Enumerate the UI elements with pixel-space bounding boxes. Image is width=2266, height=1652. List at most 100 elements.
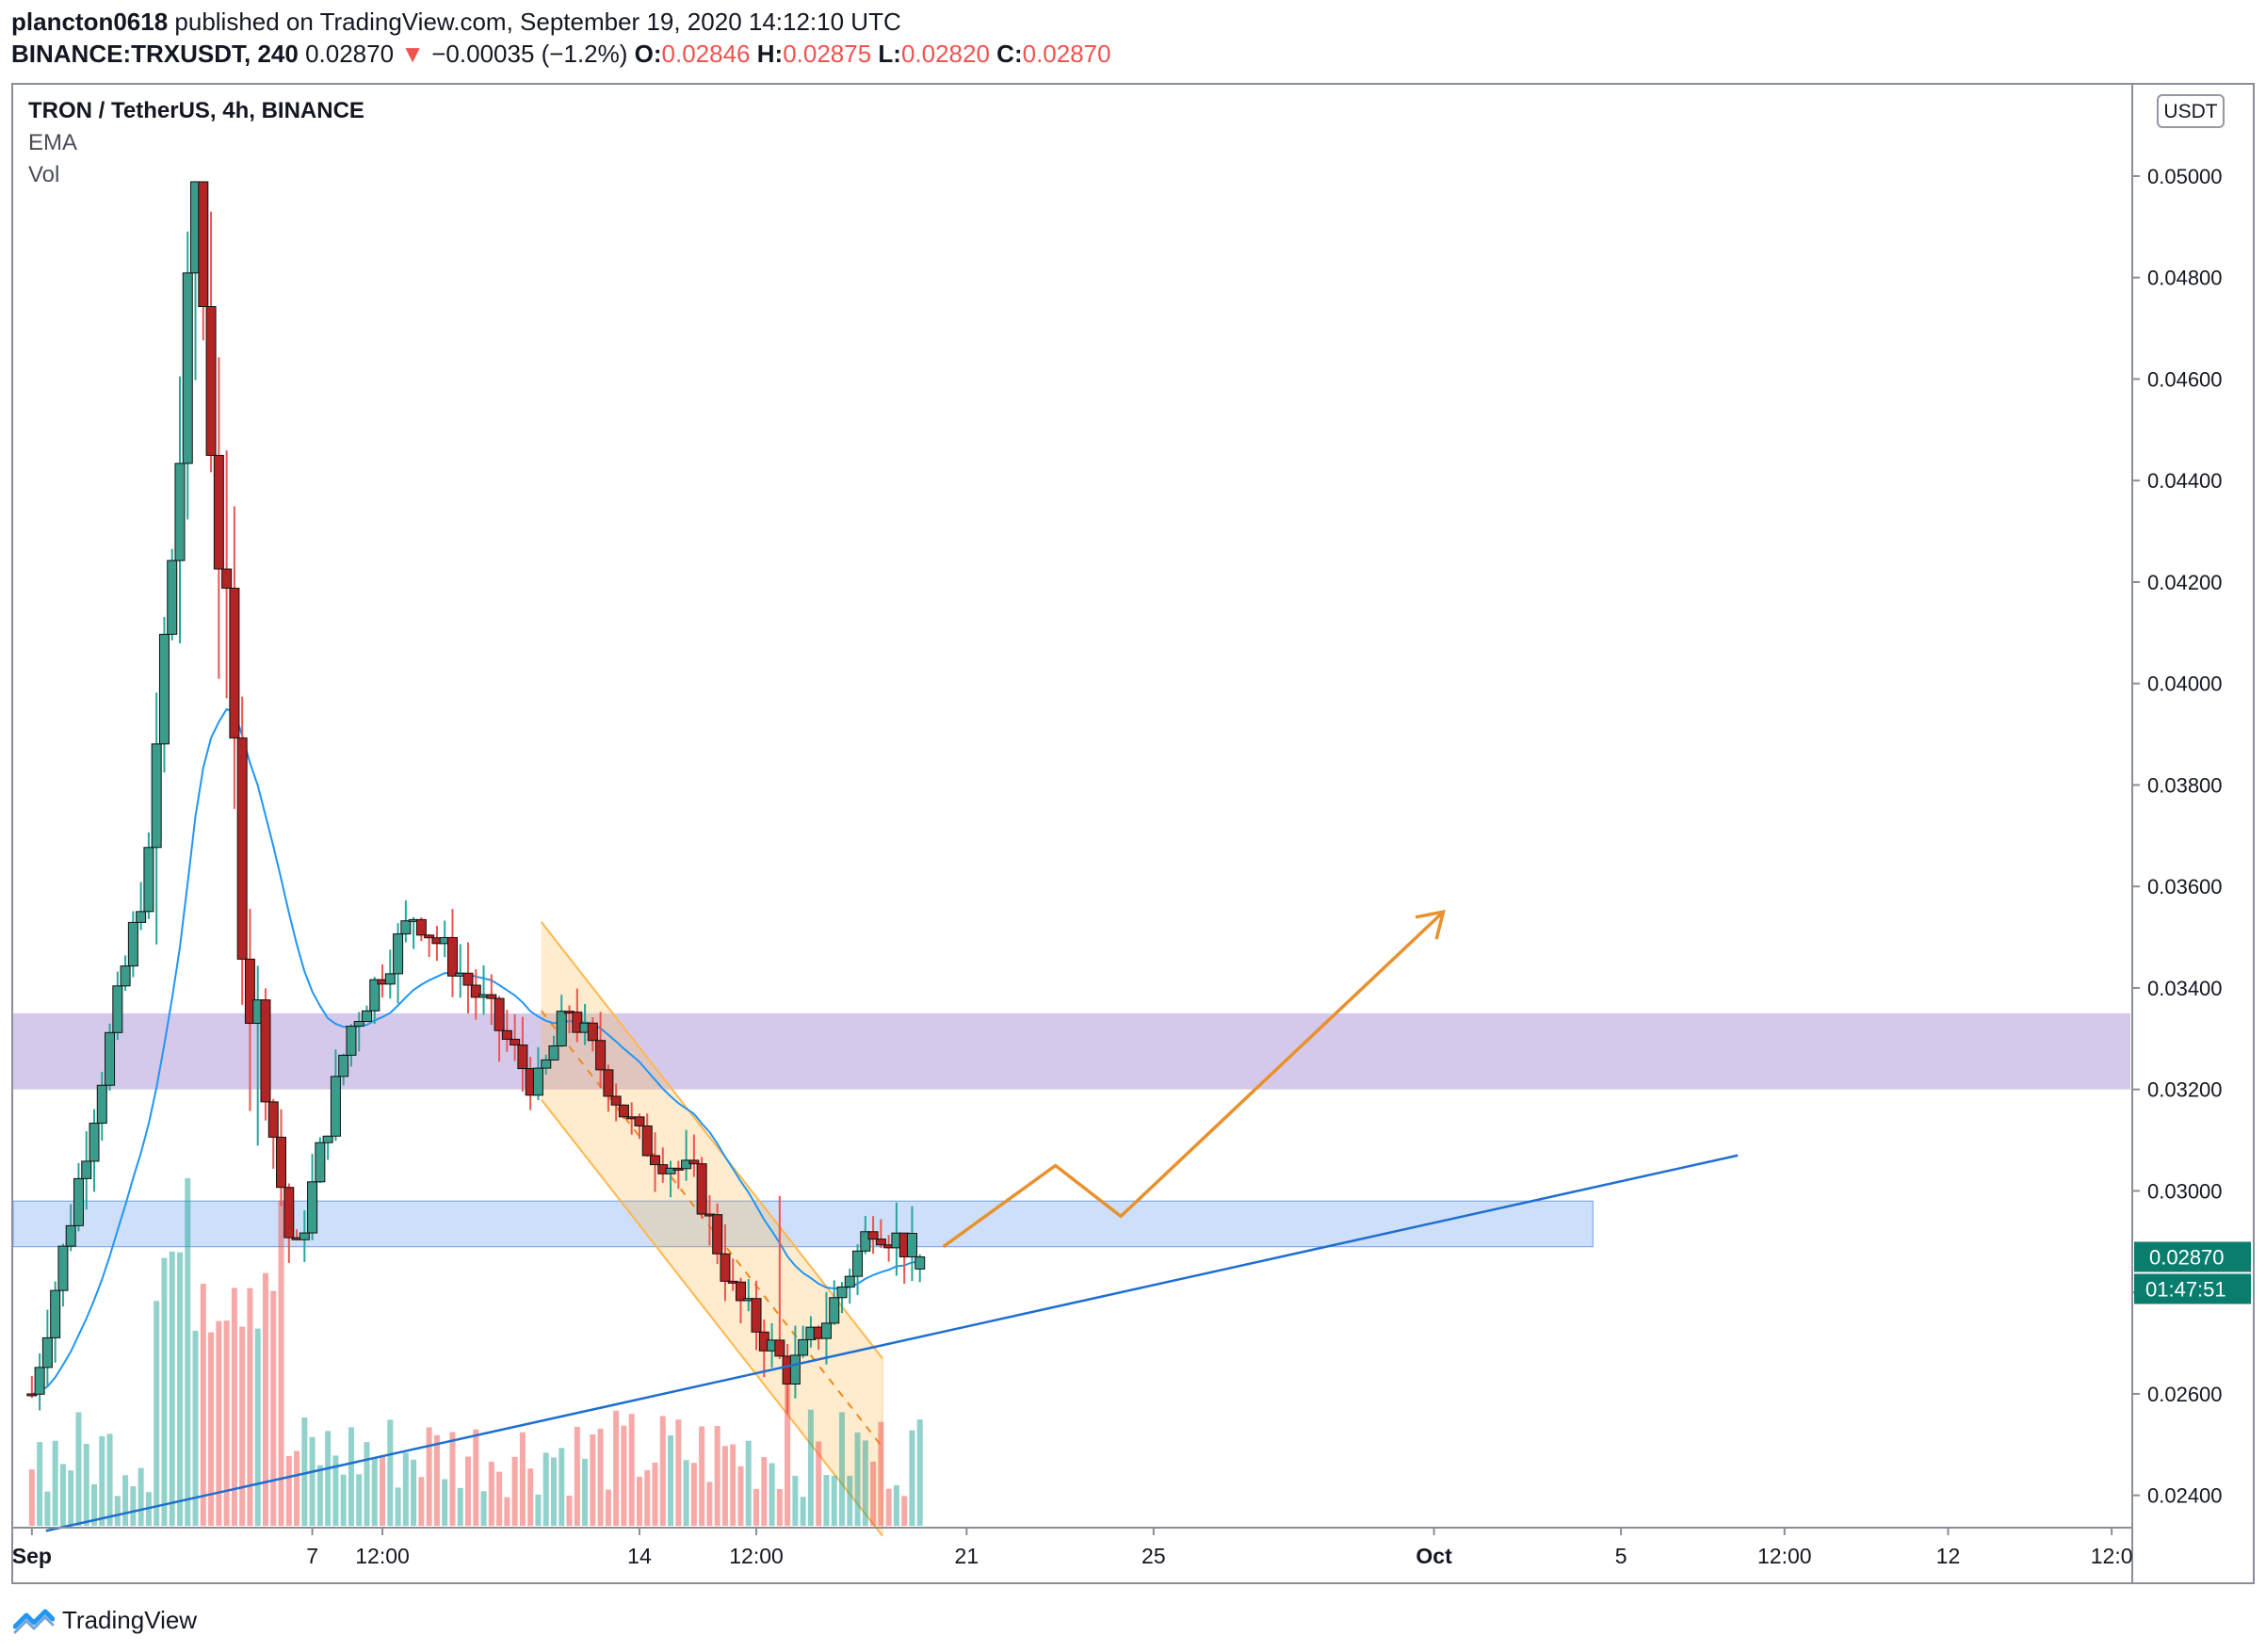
candle-body[interactable]: [532, 1067, 543, 1096]
candle-body[interactable]: [415, 918, 427, 936]
candle-body[interactable]: [672, 1167, 684, 1171]
candle-body[interactable]: [852, 1250, 864, 1277]
candle-body[interactable]: [789, 1354, 801, 1385]
candle-body[interactable]: [906, 1233, 917, 1257]
channel-upper-line[interactable]: [540, 921, 883, 1359]
candle-body[interactable]: [400, 920, 412, 935]
candle-body[interactable]: [236, 737, 248, 960]
candle-body[interactable]: [96, 1084, 107, 1125]
candle-body[interactable]: [229, 588, 240, 739]
candle-body[interactable]: [65, 1224, 76, 1247]
candle-body[interactable]: [751, 1298, 762, 1333]
candle-body[interactable]: [501, 1029, 512, 1040]
candle-body[interactable]: [424, 934, 435, 939]
candle-body[interactable]: [112, 985, 123, 1033]
candle-body[interactable]: [322, 1135, 333, 1143]
candle-body[interactable]: [641, 1125, 653, 1157]
candle-body[interactable]: [143, 847, 154, 913]
candle-body[interactable]: [774, 1339, 785, 1357]
candle-body[interactable]: [198, 181, 209, 307]
candle-body[interactable]: [205, 305, 217, 456]
candle-body[interactable]: [182, 272, 193, 464]
candle-body[interactable]: [73, 1177, 84, 1226]
candle-body[interactable]: [361, 1010, 372, 1023]
candle-body[interactable]: [820, 1322, 832, 1339]
candle-body[interactable]: [57, 1245, 69, 1291]
candle-body[interactable]: [595, 1040, 607, 1071]
candle-body[interactable]: [276, 1136, 287, 1189]
candle-body[interactable]: [875, 1239, 886, 1246]
candle-body[interactable]: [105, 1031, 116, 1086]
candle-body[interactable]: [798, 1338, 809, 1356]
price-chart[interactable]: 0.024000.026000.028000.030000.032000.034…: [13, 85, 2253, 1582]
candle-body[interactable]: [81, 1160, 92, 1179]
candle-body[interactable]: [384, 973, 396, 985]
candle-body[interactable]: [34, 1367, 45, 1395]
candle-body[interactable]: [510, 1038, 521, 1046]
candle-body[interactable]: [244, 958, 255, 1025]
candle-body[interactable]: [393, 933, 404, 975]
channel-lower-line[interactable]: [540, 1098, 883, 1537]
candle-body[interactable]: [462, 972, 474, 986]
candle-body[interactable]: [315, 1142, 326, 1183]
candle-body[interactable]: [346, 1026, 357, 1056]
candle-body[interactable]: [650, 1155, 661, 1166]
candle-body[interactable]: [914, 1255, 926, 1270]
candle-body[interactable]: [494, 997, 505, 1031]
candle-body[interactable]: [665, 1167, 676, 1174]
candle-body[interactable]: [486, 994, 497, 999]
candle-body[interactable]: [158, 633, 170, 745]
candle-body[interactable]: [89, 1123, 100, 1162]
candle-body[interactable]: [681, 1159, 692, 1170]
projection-path[interactable]: [942, 910, 1445, 1249]
candle-body[interactable]: [41, 1336, 53, 1369]
candle-body[interactable]: [127, 921, 138, 967]
candle-body[interactable]: [836, 1286, 848, 1299]
candle-body[interactable]: [610, 1095, 622, 1106]
candle-body[interactable]: [712, 1214, 723, 1255]
candle-body[interactable]: [572, 1012, 583, 1033]
candle-body[interactable]: [50, 1289, 61, 1338]
candle-body[interactable]: [548, 1045, 559, 1061]
candle-body[interactable]: [720, 1253, 731, 1282]
candle-body[interactable]: [221, 568, 233, 590]
candle-body[interactable]: [369, 979, 380, 1012]
candle-body[interactable]: [260, 999, 271, 1103]
candle-body[interactable]: [136, 911, 147, 923]
candle-body[interactable]: [860, 1231, 871, 1252]
candle-body[interactable]: [151, 743, 162, 849]
last-price-badge[interactable]: [2134, 1241, 2251, 1272]
candle-body[interactable]: [696, 1163, 707, 1215]
candle-body[interactable]: [26, 1393, 38, 1397]
candle-body[interactable]: [603, 1069, 614, 1097]
candle-body[interactable]: [688, 1159, 700, 1165]
candle-body[interactable]: [120, 965, 131, 987]
candle-body[interactable]: [517, 1045, 528, 1070]
candle-body[interactable]: [844, 1275, 855, 1288]
candle-body[interactable]: [174, 462, 186, 561]
candle-body[interactable]: [634, 1116, 645, 1126]
chart-legend-title[interactable]: TRON / TetherUS, 4h, BINANCE: [28, 98, 364, 123]
tradingview-logo[interactable]: TradingView: [13, 1601, 197, 1639]
candle-body[interactable]: [735, 1281, 746, 1302]
candle-body[interactable]: [587, 1022, 598, 1042]
candle-body[interactable]: [167, 559, 178, 635]
candle-body[interactable]: [267, 1101, 279, 1138]
candle-body[interactable]: [867, 1231, 879, 1240]
candle-body[interactable]: [338, 1054, 349, 1077]
candle-body[interactable]: [556, 1011, 567, 1046]
candle-body[interactable]: [541, 1059, 552, 1069]
candle-body[interactable]: [213, 454, 224, 570]
support-trendline[interactable]: [45, 1154, 1739, 1532]
ema-legend[interactable]: EMA: [28, 130, 78, 155]
candle-body[interactable]: [307, 1181, 318, 1234]
candle-body[interactable]: [330, 1076, 341, 1137]
currency-button[interactable]: USDT: [2157, 94, 2225, 128]
candle-body[interactable]: [618, 1104, 629, 1118]
volume-legend[interactable]: Vol: [28, 162, 60, 187]
candle-body[interactable]: [283, 1187, 295, 1239]
candle-body[interactable]: [299, 1232, 310, 1240]
candle-body[interactable]: [829, 1297, 840, 1324]
candle-body[interactable]: [353, 1021, 364, 1028]
candle-body[interactable]: [446, 936, 458, 977]
